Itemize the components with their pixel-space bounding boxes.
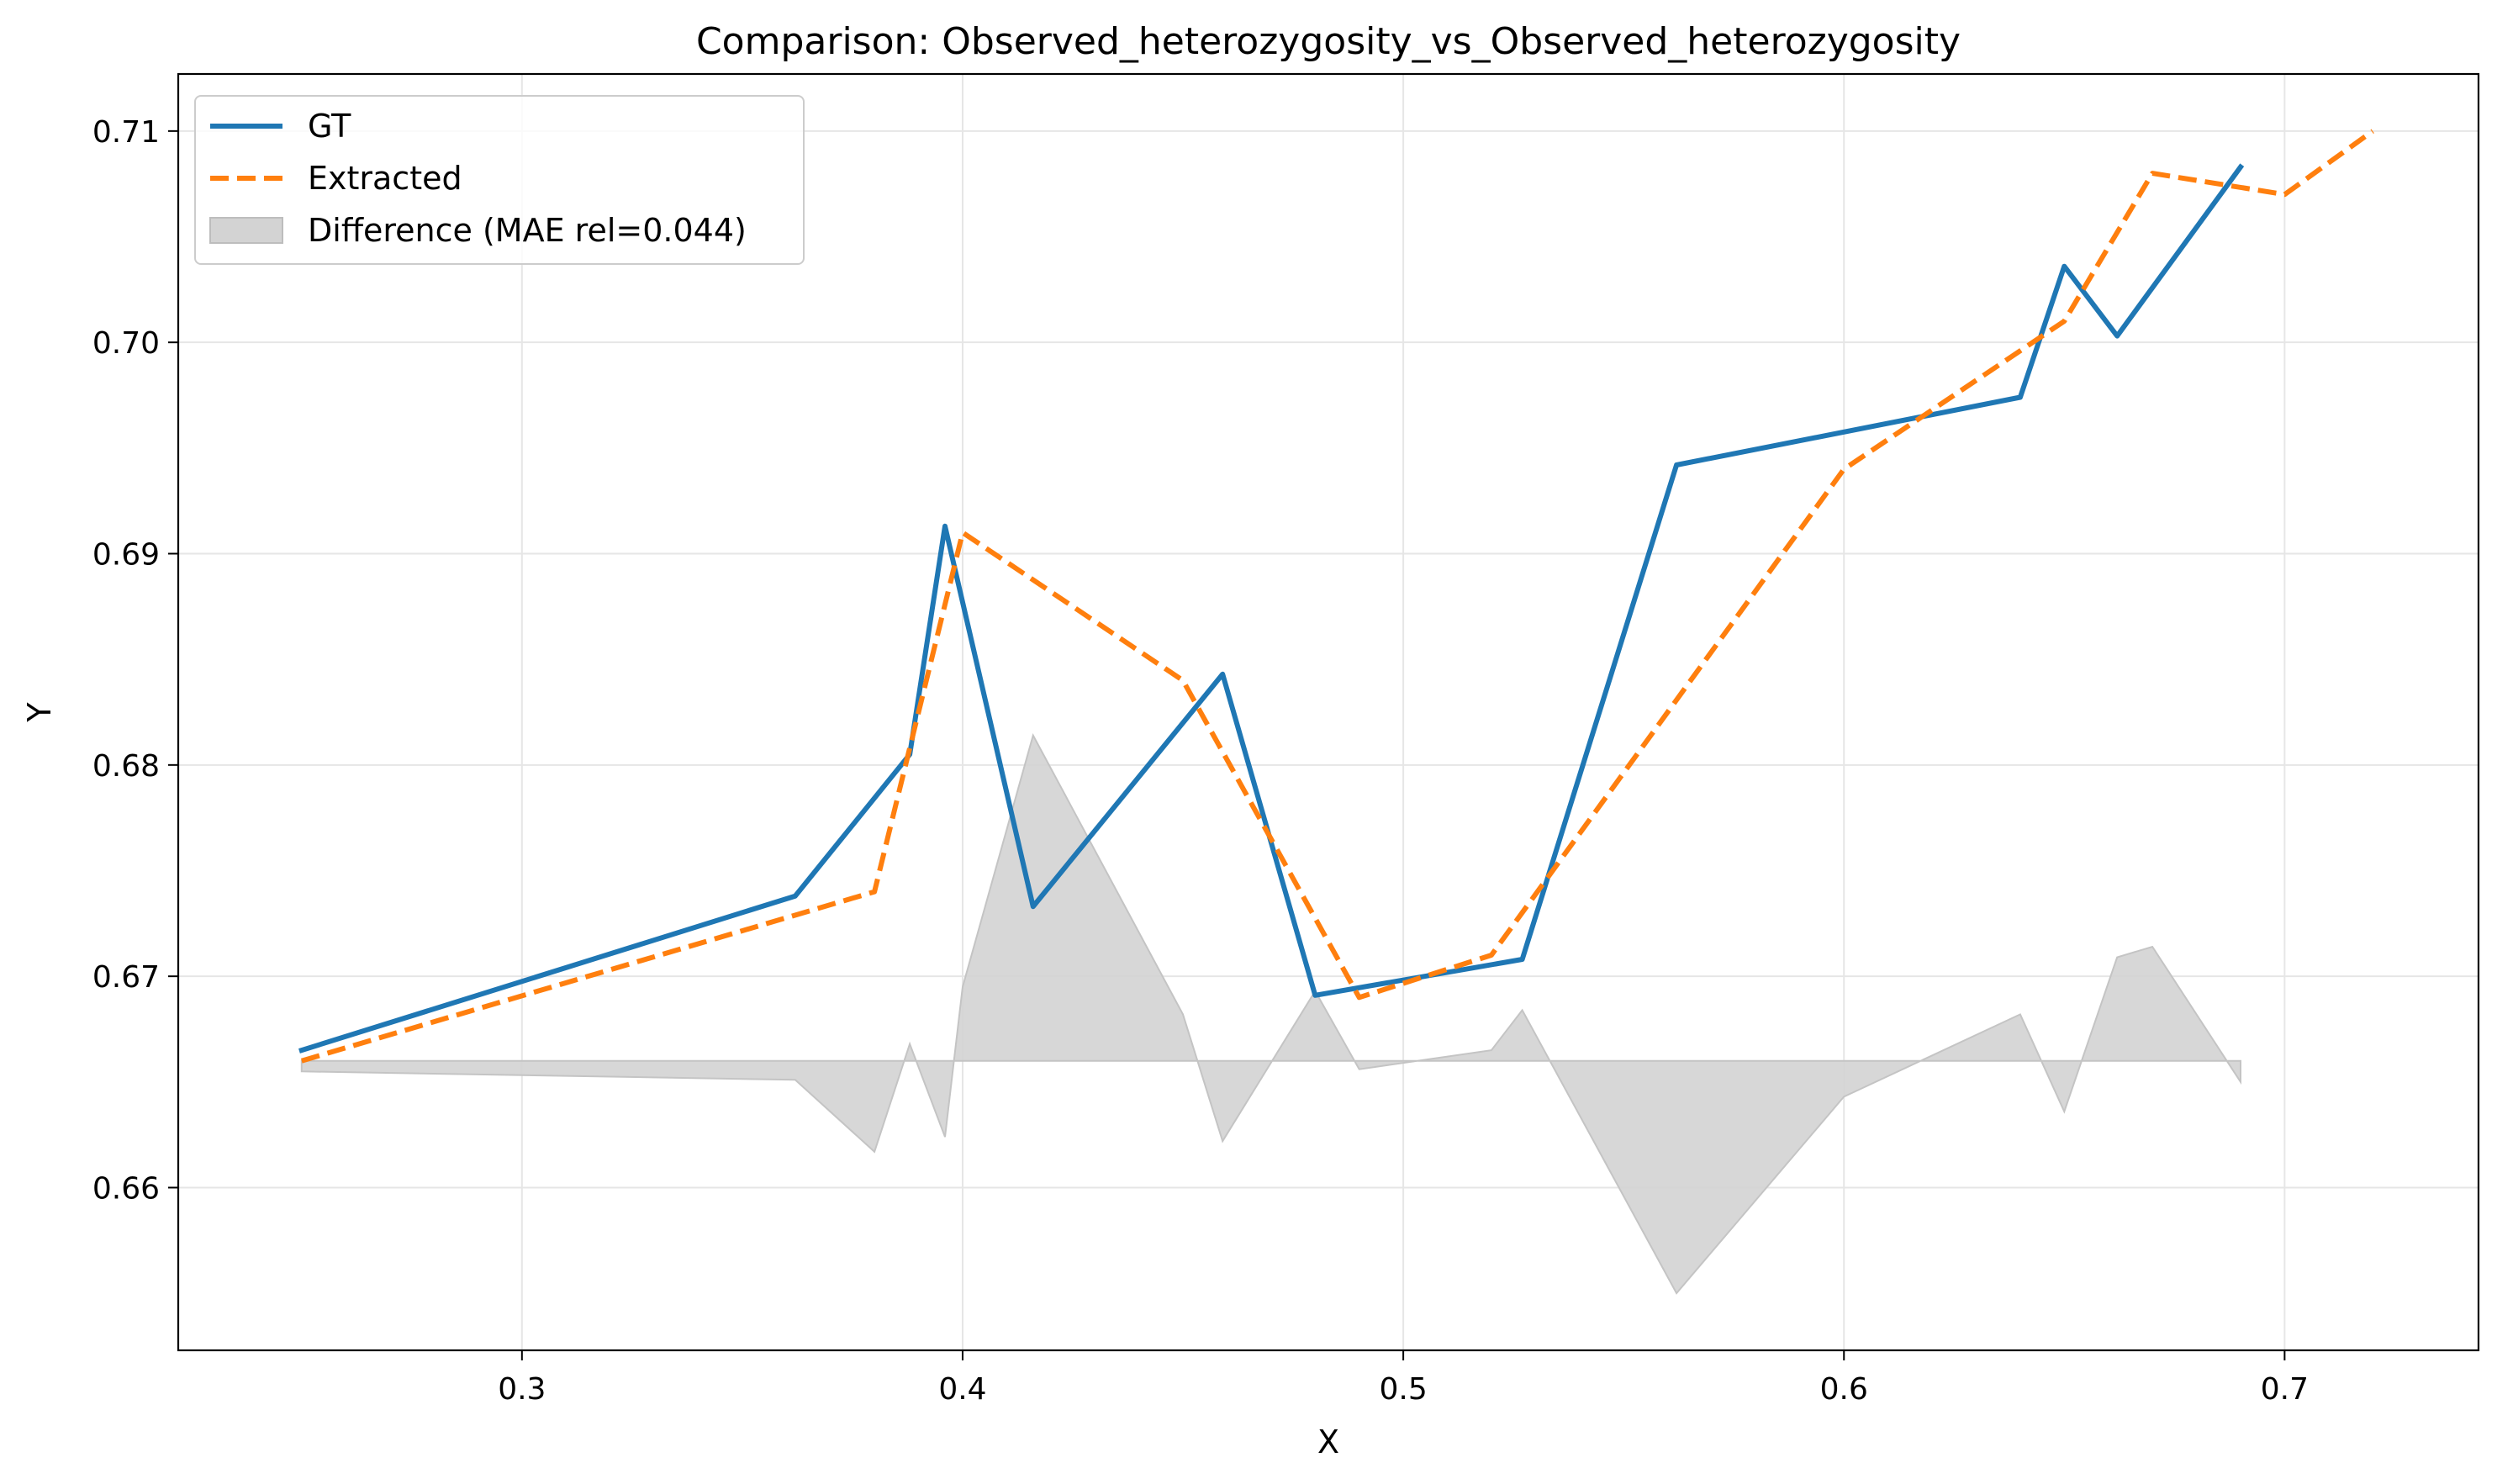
legend-frame [194, 95, 805, 265]
y-tick-label-4: 0.70 [92, 326, 160, 361]
y-axis-label: Y [21, 702, 58, 723]
series-layer [298, 129, 2374, 1064]
legend-label-extracted: Extracted [308, 160, 462, 197]
x-tick-label-4: 0.7 [2261, 1372, 2309, 1407]
y-tick-label-0: 0.66 [92, 1171, 160, 1206]
grid [178, 74, 2479, 1350]
y-tick-label-3: 0.69 [92, 538, 160, 573]
difference-band-area [300, 732, 2241, 1295]
x-tick-label-0: 0.3 [498, 1372, 546, 1407]
ticks: 0.3 0.4 0.5 0.6 0.7 0.66 0.67 0.68 0.69 0.70 0.71 [92, 115, 2309, 1407]
difference-band-layer [300, 732, 2241, 1295]
y-tick-label-5: 0.71 [92, 115, 160, 150]
y-tick-label-2: 0.68 [92, 749, 160, 784]
x-axis-label: X [1317, 1423, 1339, 1460]
x-tick-label-3: 0.6 [1820, 1372, 1868, 1407]
legend-label-gt: GT [308, 108, 351, 145]
y-tick-label-1: 0.67 [92, 960, 160, 995]
x-tick-label-2: 0.5 [1379, 1372, 1427, 1407]
x-tick-label-1: 0.4 [938, 1372, 986, 1407]
plot-area-frame [177, 72, 2480, 1352]
chart-title: Comparison: Observed_heterozygosity_vs_O… [696, 20, 1961, 63]
legend: GT Extracted Difference (MAE rel=0.044) [194, 95, 805, 265]
legend-label-difference: Difference (MAE rel=0.044) [308, 212, 747, 249]
legend-swatch-difference [209, 217, 283, 244]
